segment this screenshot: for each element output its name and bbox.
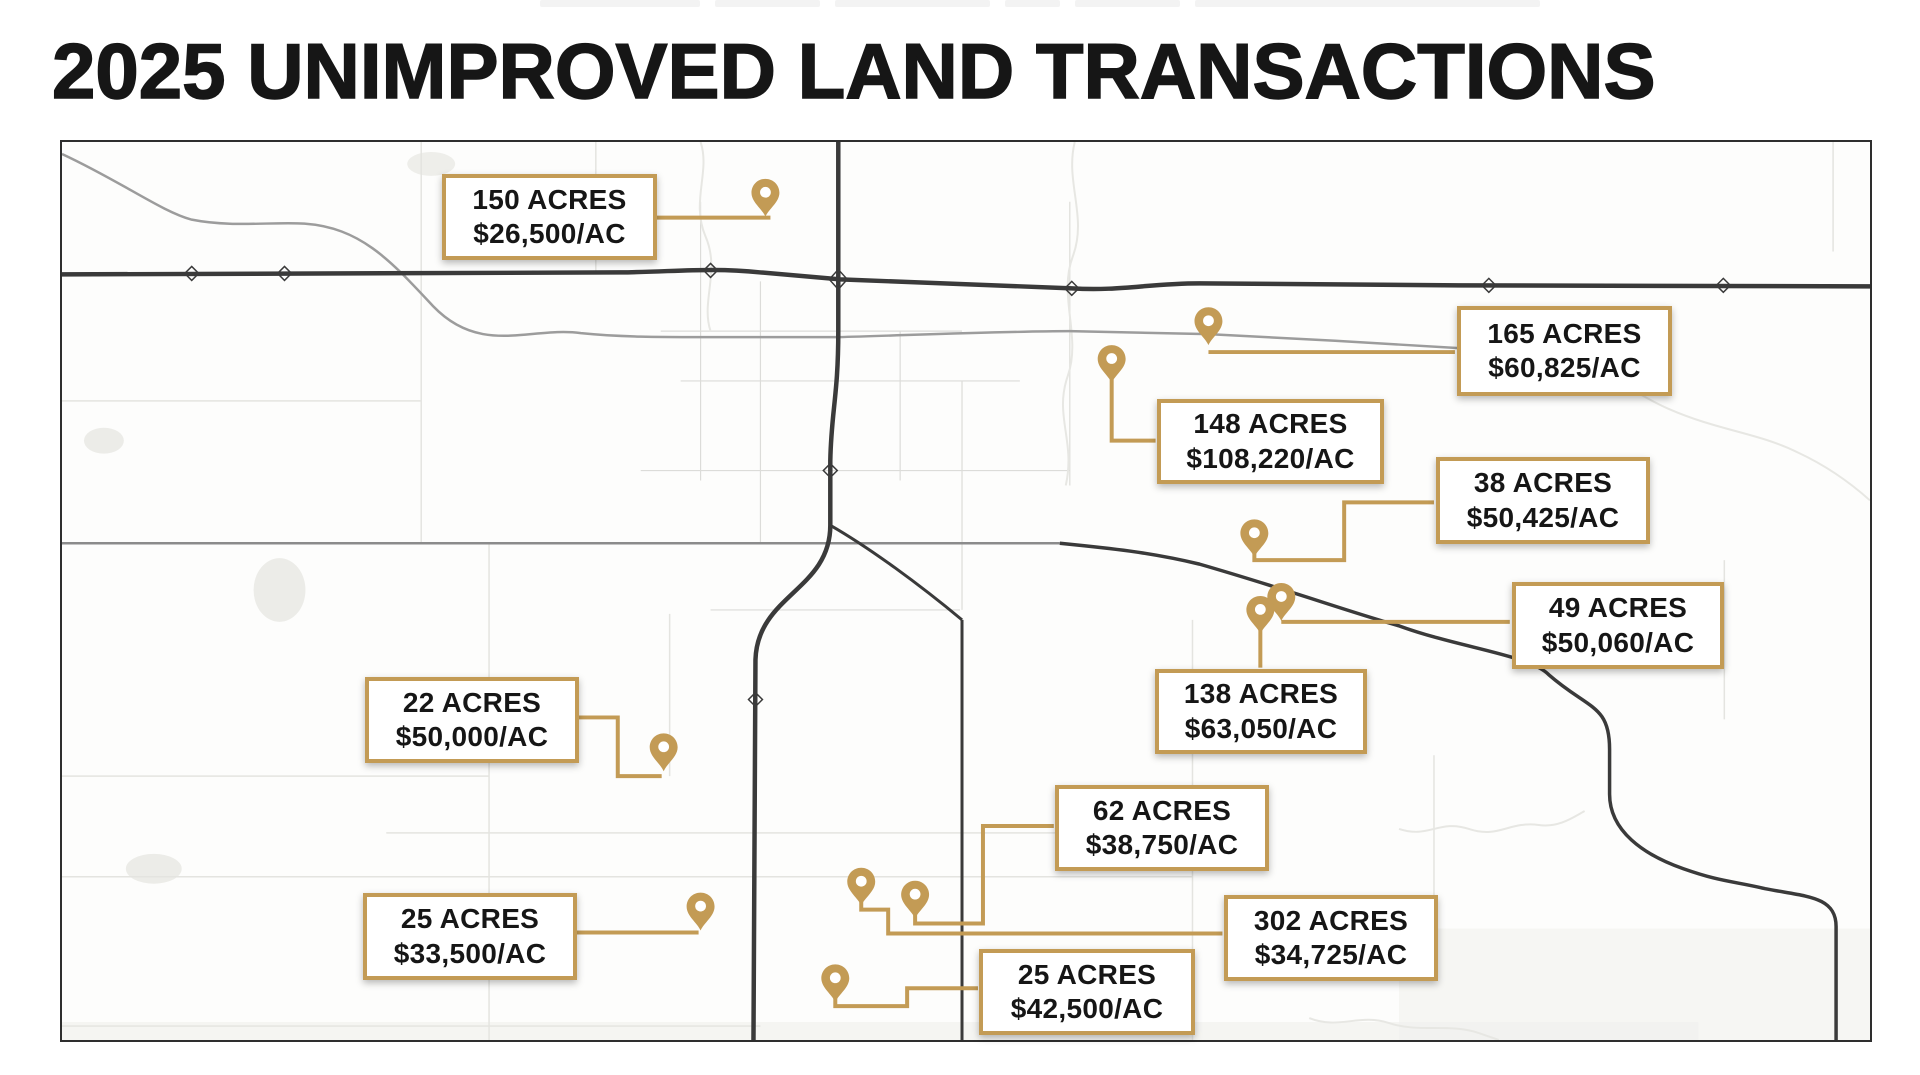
page-title: 2025 UNIMPROVED LAND TRANSACTIONS (51, 26, 1656, 116)
price-text: $108,220/AC (1186, 442, 1355, 474)
transaction-label-25ac-42500: 25 ACRES $42,500/AC (979, 949, 1195, 1035)
price-text: $50,000/AC (395, 721, 549, 752)
map-canvas: 150 ACRES $26,500/AC 165 ACRES $60,825/A… (60, 140, 1872, 1042)
map-pin-icon-38ac (1240, 519, 1269, 558)
connector-148ac (1109, 378, 1156, 443)
transaction-label-25ac-33500: 25 ACRES $33,500/AC (363, 893, 577, 980)
transaction-label-165ac: 165 ACRES $60,825/AC (1457, 306, 1672, 396)
map-pins (649, 178, 1296, 1003)
city-street-grid (640, 201, 1070, 611)
acres-text: 22 ACRES (402, 686, 542, 718)
acres-text: 165 ACRES (1487, 317, 1642, 349)
price-text: $26,500/AC (473, 218, 626, 249)
transaction-label-148ac: 148 ACRES $108,220/AC (1157, 399, 1384, 484)
price-text: $33,500/AC (393, 937, 547, 969)
artifact-block (1075, 0, 1180, 7)
transaction-label-38ac: 38 ACRES $50,425/AC (1436, 457, 1650, 544)
artifact-block (1195, 0, 1540, 7)
transaction-label-302ac: 302 ACRES $34,725/AC (1224, 895, 1438, 981)
acres-text: 148 ACRES (1193, 408, 1348, 440)
map-pin-icon-25ac-33500 (686, 892, 715, 931)
road-network (62, 142, 1870, 1040)
price-text: $50,425/AC (1466, 501, 1620, 533)
artifact-block (835, 0, 990, 7)
price-text: $63,050/AC (1184, 712, 1338, 744)
artifact-block (1005, 0, 1060, 7)
artifact-block (540, 0, 700, 7)
transaction-label-49ac: 49 ACRES $50,060/AC (1512, 582, 1724, 669)
connector-22ac (577, 715, 662, 779)
map-pin-icon-138ac (1246, 595, 1275, 634)
transaction-label-62ac: 62 ACRES $38,750/AC (1055, 785, 1269, 871)
price-text: $34,725/AC (1254, 939, 1408, 970)
acres-text: 62 ACRES (1092, 794, 1232, 826)
acres-text: 49 ACRES (1548, 592, 1688, 624)
map-pin-icon-22ac (649, 733, 678, 772)
map-pin-icon-25ac-42500 (821, 964, 850, 1003)
acres-text: 302 ACRES (1253, 904, 1409, 936)
connector-62ac (913, 823, 1054, 926)
acres-text: 150 ACRES (472, 183, 627, 215)
secondary-roads (62, 152, 1559, 545)
artifact-block (715, 0, 820, 7)
terrain-shading (62, 151, 1870, 1040)
connector-38ac (1252, 500, 1434, 563)
price-text: $50,060/AC (1541, 626, 1695, 658)
major-highways (62, 142, 1870, 1040)
map-pin-icon-150ac (751, 178, 780, 217)
map-pin-icon-165ac (1194, 307, 1223, 346)
map-pin-icon-302ac (847, 867, 876, 906)
transaction-label-22ac: 22 ACRES $50,000/AC (365, 677, 579, 763)
price-text: $42,500/AC (1010, 993, 1164, 1024)
connector-302ac (859, 901, 1223, 936)
map-graphics (62, 142, 1870, 1040)
acres-text: 138 ACRES (1183, 678, 1339, 710)
acres-text: 38 ACRES (1473, 467, 1613, 499)
transaction-label-150ac: 150 ACRES $26,500/AC (442, 174, 657, 260)
cropped-header-artifact (0, 0, 1920, 8)
interchange-markers (183, 262, 1732, 708)
price-text: $38,750/AC (1085, 829, 1239, 860)
acres-text: 25 ACRES (400, 903, 540, 935)
connector-lines (575, 215, 1510, 1009)
price-text: $60,825/AC (1488, 352, 1641, 383)
transaction-label-138ac: 138 ACRES $63,050/AC (1155, 669, 1367, 754)
map-pin-icon-62ac (901, 880, 930, 919)
connector-25ac-42500 (833, 986, 978, 1009)
map-pin-icon-148ac (1097, 345, 1126, 383)
acres-text: 25 ACRES (1017, 958, 1157, 990)
